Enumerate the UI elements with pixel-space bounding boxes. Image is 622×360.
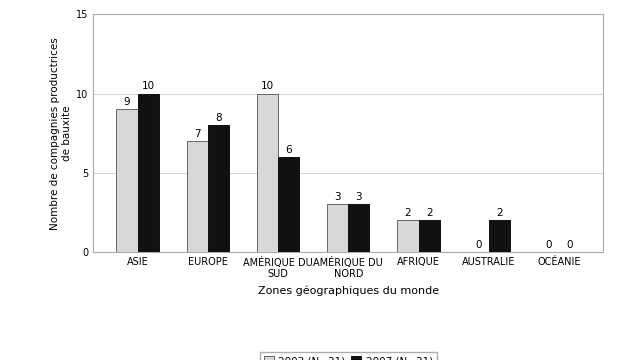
Bar: [419, 220, 440, 252]
Text: 10: 10: [261, 81, 274, 91]
Text: 0: 0: [545, 240, 552, 249]
Bar: [489, 220, 510, 252]
Legend: 2003 (N=31), 2007 (N=31): 2003 (N=31), 2007 (N=31): [260, 352, 437, 360]
Bar: [397, 220, 419, 252]
Text: 2: 2: [496, 208, 503, 218]
Text: 3: 3: [335, 192, 341, 202]
X-axis label: Zones géographiques du monde: Zones géographiques du monde: [258, 285, 439, 296]
Bar: [278, 157, 299, 252]
Text: 0: 0: [475, 240, 481, 249]
Text: 6: 6: [285, 145, 292, 154]
Bar: [257, 94, 278, 252]
Text: 9: 9: [124, 97, 131, 107]
Text: 2: 2: [426, 208, 432, 218]
Bar: [116, 109, 137, 252]
Text: 7: 7: [194, 129, 200, 139]
Bar: [348, 204, 369, 252]
Bar: [327, 204, 348, 252]
Text: 3: 3: [356, 192, 362, 202]
Text: 10: 10: [142, 81, 155, 91]
Y-axis label: Nombre de compagnies productrices
de bauxite: Nombre de compagnies productrices de bau…: [50, 37, 72, 230]
Bar: [187, 141, 208, 252]
Text: 2: 2: [405, 208, 411, 218]
Bar: [208, 125, 229, 252]
Text: 8: 8: [215, 113, 221, 123]
Text: 0: 0: [567, 240, 573, 249]
Bar: [137, 94, 159, 252]
